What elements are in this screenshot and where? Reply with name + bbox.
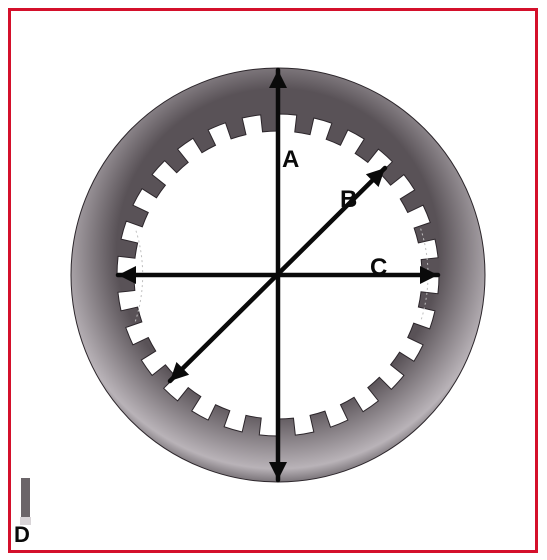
dimension-label-c: C [370,254,387,282]
thickness-swatch [21,478,30,518]
dimension-label-a: A [282,146,299,174]
dimension-label-b: B [340,186,357,214]
disc-diagram [0,0,547,560]
dimension-label-d: D [14,522,30,548]
canvas: A B C D [0,0,547,560]
